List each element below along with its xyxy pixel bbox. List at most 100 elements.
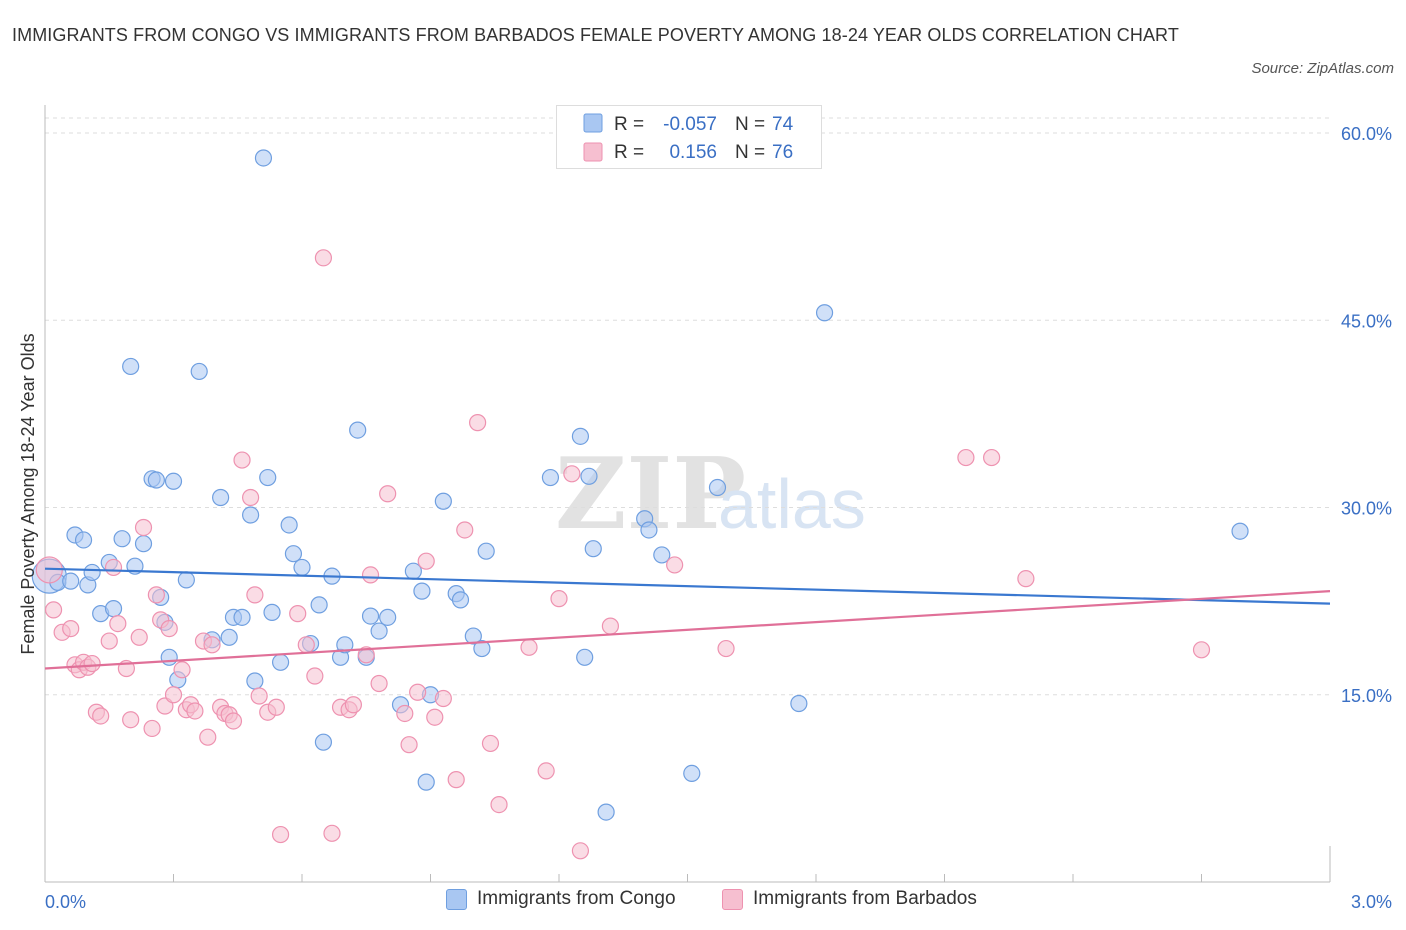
point-congo (314, 733, 333, 751)
point-congo (434, 492, 452, 510)
point-barbados (147, 586, 165, 604)
point-barbados (224, 712, 243, 730)
point-barbados (143, 719, 161, 738)
point-barbados (100, 632, 118, 650)
point-congo (477, 542, 495, 560)
point-barbados (447, 771, 465, 789)
point-barbados (83, 654, 101, 673)
trend-lines (44, 567, 1331, 670)
point-congo (254, 149, 273, 167)
point-congo (160, 648, 178, 666)
point-barbados (983, 448, 1001, 467)
legend-svg: R = -0.057 N = 74 R = 0.156 N = 76 (583, 113, 794, 163)
legend-r-value-congo: -0.057 (663, 114, 717, 135)
point-barbados (456, 521, 474, 539)
point-congo (147, 471, 165, 489)
point-congo (280, 516, 298, 534)
bottom-legend-congo: Immigrants from Congo (446, 888, 676, 910)
point-barbados (563, 465, 581, 483)
point-congo (597, 803, 615, 821)
point-congo (242, 506, 260, 524)
y-axis-label: Female Poverty Among 18-24 Year Olds (18, 333, 38, 654)
bottom-legend-swatch-congo (446, 888, 467, 910)
source-label: Source: ZipAtlas.com (1251, 60, 1394, 77)
bottom-legend-label-barbados: Immigrants from Barbados (753, 888, 977, 909)
point-barbados (203, 636, 221, 654)
point-barbados (396, 704, 414, 723)
point-congo (263, 603, 281, 621)
legend-swatch-congo (583, 113, 603, 133)
point-barbados (134, 518, 153, 537)
point-congo (246, 672, 264, 690)
point-congo (464, 627, 482, 645)
point-barbados (370, 674, 388, 693)
legend-r-value-barbados: 0.156 (669, 142, 717, 163)
legend-n-label-barbados: N = (735, 142, 765, 163)
point-barbados (520, 638, 538, 656)
point-congo (190, 362, 208, 381)
point-barbados (323, 824, 341, 842)
correlation-legend: R = -0.057 N = 74 R = 0.156 N = 76 (556, 105, 822, 169)
point-congo (83, 563, 101, 582)
tick-labels: 15.0% 30.0% 45.0% 60.0% 0.0% 3.0% (45, 124, 1392, 912)
point-barbados (242, 488, 260, 507)
point-barbados (160, 619, 178, 638)
point-congo (361, 607, 380, 625)
point-barbados (400, 736, 418, 754)
legend-n-label-congo: N = (735, 114, 765, 135)
point-congo (683, 764, 701, 782)
point-congo (653, 546, 671, 564)
point-barbados (314, 249, 333, 267)
point-congo (473, 639, 491, 658)
point-congo (284, 545, 303, 563)
point-barbados (666, 556, 684, 574)
bottom-legend-label-congo: Immigrants from Congo (477, 888, 676, 909)
point-barbados (409, 683, 427, 701)
point-barbados (550, 590, 568, 608)
trend-line-congo (44, 567, 1331, 605)
point-barbados (357, 646, 375, 664)
point-congo (541, 468, 560, 487)
point-barbados (164, 686, 183, 704)
point-barbados (44, 601, 63, 619)
point-congo (259, 468, 277, 487)
point-barbados (379, 485, 397, 503)
trend-line-barbados (44, 590, 1331, 670)
point-congo (370, 622, 388, 640)
point-barbados (361, 566, 380, 584)
point-barbados (344, 696, 362, 714)
point-barbados (92, 707, 110, 725)
point-congo (580, 467, 598, 485)
point-barbados (250, 687, 268, 705)
point-barbados (426, 708, 444, 726)
point-barbados (469, 414, 487, 432)
watermark-atlas: atlas (718, 465, 866, 543)
point-barbados (537, 762, 555, 780)
point-congo (177, 571, 195, 589)
axes (44, 105, 1331, 883)
x-tick-label-max: 3.0% (1351, 892, 1392, 912)
point-barbados (271, 825, 290, 844)
point-congo (576, 648, 594, 666)
point-barbados (199, 728, 217, 746)
point-congo (708, 478, 727, 497)
point-barbados (571, 842, 590, 860)
point-congo (417, 773, 435, 791)
point-barbados (306, 667, 324, 685)
point-congo (1231, 522, 1249, 540)
point-barbados (173, 661, 191, 679)
watermark: ZIP atlas (555, 437, 866, 552)
point-congo (233, 608, 251, 626)
legend-r-label-barbados: R = (614, 142, 644, 163)
point-barbados (109, 614, 127, 633)
point-congo (104, 600, 123, 618)
point-barbados (417, 552, 435, 570)
y-tick-label: 45.0% (1341, 311, 1392, 331)
point-barbados (289, 605, 307, 623)
y-tick-label: 30.0% (1341, 499, 1392, 519)
point-barbados (297, 636, 315, 654)
point-congo (74, 531, 93, 549)
legend-r-label-congo: R = (614, 114, 644, 135)
point-congo (164, 472, 183, 490)
